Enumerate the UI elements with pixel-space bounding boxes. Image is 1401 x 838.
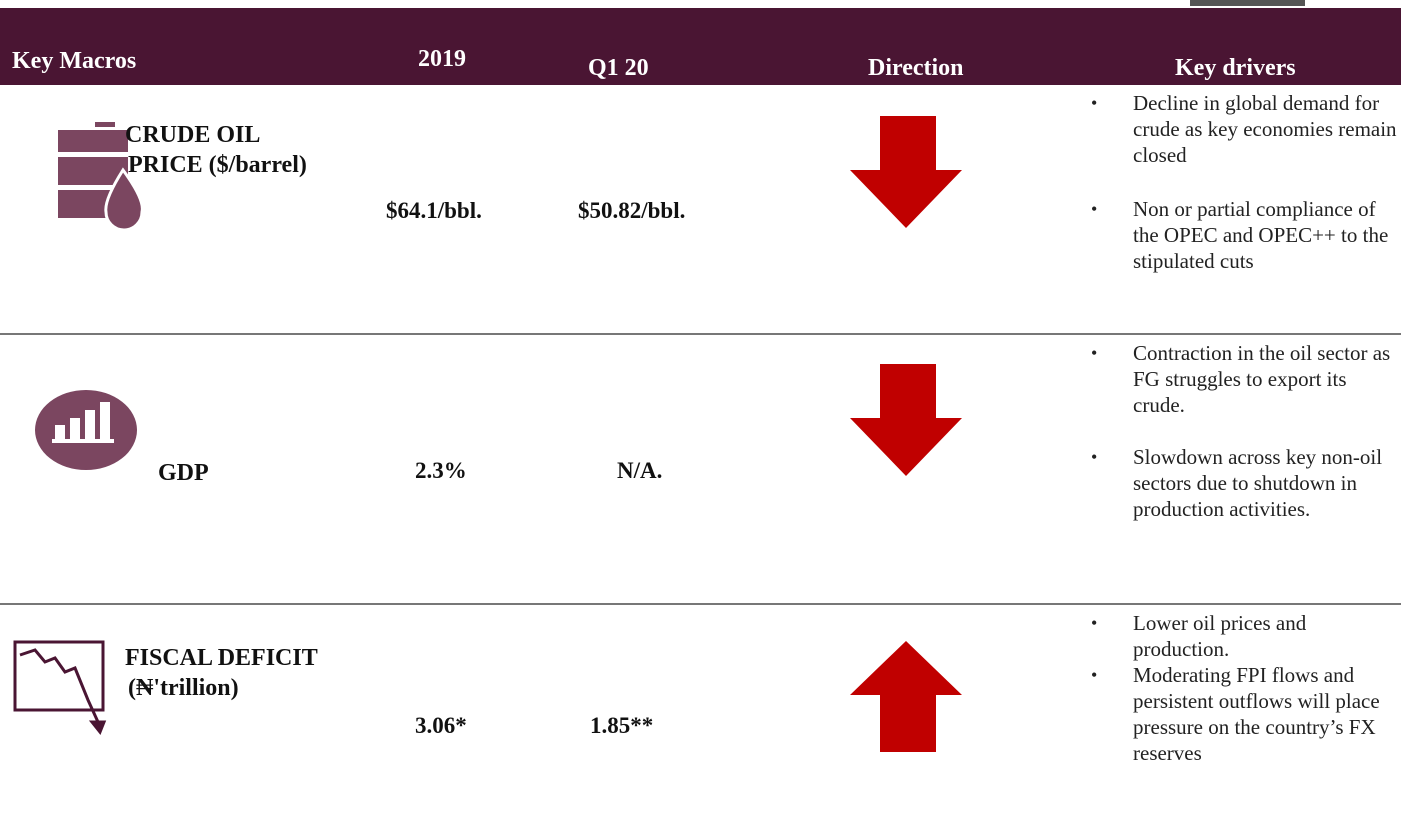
header-cell: Q1 20: [588, 55, 649, 81]
driver-item: • Decline in global demand for crude as k…: [1091, 90, 1401, 168]
driver-text: Non or partial compliance of the OPEC an…: [1133, 197, 1389, 273]
macro-label: FISCAL DEFICIT: [125, 645, 318, 671]
bullet: •: [1091, 613, 1098, 633]
value-q120: $50.82/bbl.: [578, 198, 686, 223]
header-bar: [0, 8, 1401, 85]
value-q120: N/A.: [617, 458, 663, 483]
driver-text: Lower oil prices and production.: [1133, 611, 1307, 661]
driver-item: • Moderating FPI flows and persistent out…: [1091, 662, 1401, 766]
driver-text: Slowdown across key non-oil sectors due …: [1133, 445, 1383, 521]
logo: [1190, 0, 1305, 6]
bullet: •: [1091, 343, 1098, 363]
driver-text: Contraction in the oil sector as FG stru…: [1133, 341, 1391, 417]
macro-label: PRICE ($/barrel): [128, 152, 307, 178]
bullet: •: [1091, 665, 1098, 685]
value-2019: 3.06*: [415, 713, 467, 738]
value-q120: 1.85**: [590, 713, 654, 738]
header-cell: Key drivers: [1175, 55, 1296, 81]
header-cell: Key Macros: [12, 48, 137, 74]
header-cell: 2019: [418, 46, 466, 72]
value-2019: $64.1/bbl.: [386, 198, 482, 223]
drivers-list: • Contraction in the oil sector as FG str…: [1091, 340, 1401, 522]
barrel-icon: [58, 122, 144, 232]
driver-item: • Non or partial compliance of the OPEC a…: [1091, 196, 1401, 274]
driver-text: Moderating FPI flows and persistent outf…: [1133, 663, 1380, 765]
macro-label: GDP: [158, 460, 209, 486]
value-2019: 2.3%: [415, 458, 467, 483]
macro-label: CRUDE OIL: [125, 122, 261, 148]
deficit-icon: [13, 640, 107, 735]
row-divider: [0, 603, 1401, 605]
driver-item: • Contraction in the oil sector as FG str…: [1091, 340, 1401, 418]
bullet: •: [1091, 93, 1098, 113]
macro-label: (₦'trillion): [128, 675, 239, 701]
header-cell: Direction: [868, 55, 964, 81]
direction-arrows: [850, 116, 962, 752]
drivers-list: • Lower oil prices and production. • Modera…: [1091, 610, 1401, 766]
driver-item: • Lower oil prices and production.: [1091, 610, 1401, 662]
bullet: •: [1091, 199, 1098, 219]
drivers-list: • Decline in global demand for crude as k…: [1091, 90, 1401, 274]
bullet: •: [1091, 447, 1098, 467]
row-divider: [0, 333, 1401, 335]
driver-text: Decline in global demand for crude as ke…: [1133, 91, 1397, 167]
driver-item: • Slowdown across key non-oil sectors due…: [1091, 444, 1401, 522]
gdp-icon: [35, 390, 137, 470]
